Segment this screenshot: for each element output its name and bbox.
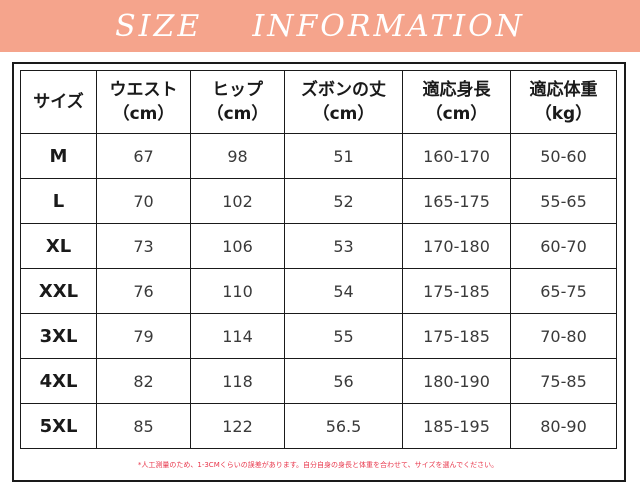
table-row: 5XL 85 122 56.5 185-195 80-90 (20, 403, 617, 449)
hip-cell: 102 (190, 178, 285, 224)
waist-cell: 85 (96, 403, 191, 449)
header-height: 適応身長 （cm） (402, 70, 511, 134)
header-row: サイズ ウエスト （cm） ヒップ （cm） ズボンの丈 （cm） 適応身長 （cm） … (20, 70, 617, 134)
header-weight: 適応体重 （kg） (510, 70, 617, 134)
header-label: 適応身長 (422, 80, 491, 100)
size-cell: M (20, 133, 97, 179)
weight-cell: 70-80 (510, 313, 617, 359)
waist-cell: 67 (96, 133, 191, 179)
header-label: ヒップ (212, 80, 263, 100)
length-cell: 53 (284, 223, 403, 269)
weight-cell: 75-85 (510, 358, 617, 404)
size-cell: 3XL (20, 313, 97, 359)
measurement-note: *人工測量のため、1-3CMくらいの誤差があります。自分自身の身長と体重を合わせ… (137, 461, 499, 469)
hip-cell: 98 (190, 133, 285, 179)
waist-cell: 70 (96, 178, 191, 224)
height-cell: 180-190 (402, 358, 511, 404)
table-row: 4XL 82 118 56 180-190 75-85 (20, 358, 617, 404)
header-label: 適応体重 (529, 80, 598, 100)
header-unit: （cm） (112, 104, 175, 124)
height-cell: 170-180 (402, 223, 511, 269)
length-cell: 52 (284, 178, 403, 224)
hip-cell: 106 (190, 223, 285, 269)
size-cell: 5XL (20, 403, 97, 449)
weight-cell: 65-75 (510, 268, 617, 314)
weight-cell: 80-90 (510, 403, 617, 449)
header-unit: （cm） (206, 104, 269, 124)
length-cell: 54 (284, 268, 403, 314)
height-cell: 165-175 (402, 178, 511, 224)
hip-cell: 110 (190, 268, 285, 314)
waist-cell: 82 (96, 358, 191, 404)
header-unit: （cm） (425, 104, 488, 124)
header-unit: （cm） (312, 104, 375, 124)
header-size: サイズ (20, 70, 97, 134)
hip-cell: 122 (190, 403, 285, 449)
size-cell: XXL (20, 268, 97, 314)
header-label: ウエスト (109, 80, 178, 100)
weight-cell: 60-70 (510, 223, 617, 269)
header-waist: ウエスト （cm） (96, 70, 191, 134)
table-row: L 70 102 52 165-175 55-65 (20, 178, 617, 224)
table-row: XXL 76 110 54 175-185 65-75 (20, 268, 617, 314)
size-cell: 4XL (20, 358, 97, 404)
height-cell: 175-185 (402, 268, 511, 314)
size-cell: L (20, 178, 97, 224)
height-cell: 160-170 (402, 133, 511, 179)
table-row: M 67 98 51 160-170 50-60 (20, 133, 617, 179)
waist-cell: 73 (96, 223, 191, 269)
weight-cell: 55-65 (510, 178, 617, 224)
header-unit: （kg） (534, 104, 593, 124)
title-banner: SIZE INFORMATION (0, 0, 640, 52)
hip-cell: 118 (190, 358, 285, 404)
waist-cell: 79 (96, 313, 191, 359)
header-length: ズボンの丈 （cm） (284, 70, 403, 134)
size-table: サイズ ウエスト （cm） ヒップ （cm） ズボンの丈 （cm） 適応身長 （cm） … (20, 70, 617, 449)
length-cell: 55 (284, 313, 403, 359)
waist-cell: 76 (96, 268, 191, 314)
length-cell: 51 (284, 133, 403, 179)
height-cell: 185-195 (402, 403, 511, 449)
page-title: SIZE INFORMATION (115, 8, 525, 44)
table-frame (12, 62, 626, 482)
length-cell: 56.5 (284, 403, 403, 449)
table-row: 3XL 79 114 55 175-185 70-80 (20, 313, 617, 359)
table-row: XL 73 106 53 170-180 60-70 (20, 223, 617, 269)
header-label: ズボンの丈 (301, 80, 386, 100)
hip-cell: 114 (190, 313, 285, 359)
header-hip: ヒップ （cm） (190, 70, 285, 134)
length-cell: 56 (284, 358, 403, 404)
height-cell: 175-185 (402, 313, 511, 359)
weight-cell: 50-60 (510, 133, 617, 179)
header-label: サイズ (33, 92, 84, 112)
size-cell: XL (20, 223, 97, 269)
